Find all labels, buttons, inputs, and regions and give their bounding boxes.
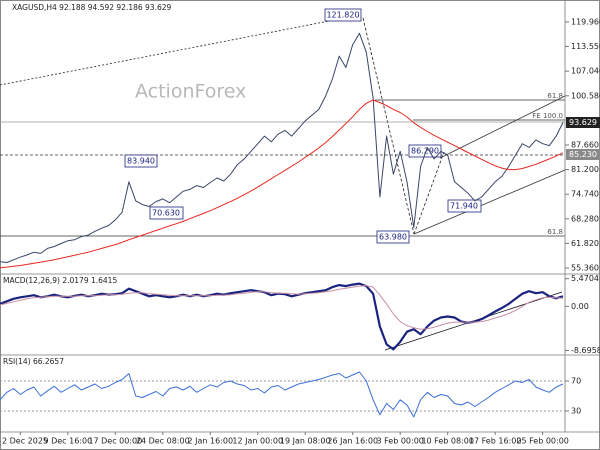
- y-tick-label: 68.280: [571, 214, 599, 223]
- label-box: [124, 154, 158, 168]
- series-line: [0, 371, 564, 418]
- x-tick-label: 2 Dec 2025: [2, 437, 48, 446]
- x-tick-label: 25 Feb 00:00: [516, 437, 568, 446]
- x-tick-label: 9 Dec 16:00: [43, 437, 92, 446]
- fib-label: 61.8: [547, 92, 563, 100]
- x-tick-label: 12 Jan 00:00: [232, 437, 283, 446]
- watermark: ActionForex: [135, 81, 246, 103]
- price-label: 71.940: [450, 202, 478, 211]
- x-tick-label: 17 Feb 16:00: [469, 437, 521, 446]
- y-tick-label: 119.960: [571, 18, 600, 27]
- macd-title: MACD(12,26,9) 2.0179 1.6415: [3, 276, 117, 285]
- series-line: [0, 99, 564, 269]
- level-box: [566, 149, 600, 160]
- y-tick-label: 70: [571, 377, 581, 386]
- fib-label: 61.8: [547, 228, 563, 236]
- y-tick-label: 74.740: [571, 190, 599, 199]
- y-tick-label: 0.00: [571, 302, 589, 311]
- fib-label: FE 100.0: [532, 112, 563, 120]
- x-tick-label: 24 Dec 08:00: [136, 437, 190, 446]
- series-line: [0, 32, 564, 263]
- series-line: [0, 285, 564, 330]
- x-tick-label: 10 Feb 08:00: [421, 437, 473, 446]
- panel-borders: [0, 0, 600, 433]
- x-tick-label: 26 Jan 16:00: [327, 437, 378, 446]
- current-price-box: [566, 117, 600, 128]
- price-label: 83.940: [127, 157, 155, 166]
- current-price: 93.629: [569, 118, 597, 127]
- y-tick-label: 81.200: [571, 165, 599, 174]
- symbol-header: XAGUSD,H4 92.188 94.592 92.186 93.629: [12, 3, 172, 12]
- y-tick-label: 100.580: [571, 91, 600, 100]
- y-tick-label: 5.4704: [571, 274, 599, 283]
- drawing-objects: [0, 14, 566, 351]
- label-box: [447, 199, 482, 213]
- x-tick-label: 19 Jan 08:00: [280, 437, 331, 446]
- y-tick-label: 107.040: [571, 67, 600, 76]
- x-tick-label: 3 Feb 00:00: [377, 437, 424, 446]
- price-label: 63.980: [379, 233, 407, 242]
- y-tick-label: 87.660: [571, 140, 599, 149]
- level-price: 85.230: [569, 150, 597, 159]
- y-tick-label: 113.550: [571, 42, 600, 51]
- y-tick-label: 55.360: [571, 263, 599, 272]
- price-label: 121.820: [326, 11, 359, 20]
- price-label: 86.290: [411, 147, 439, 156]
- label-box: [324, 8, 362, 22]
- rsi-title: RSI(14) 66.2657: [3, 357, 64, 366]
- y-tick-label: 61.820: [571, 239, 599, 248]
- y-tick-label: 30: [571, 407, 581, 416]
- y-tick-label: -8.6958: [571, 346, 600, 355]
- price-label: 70.630: [152, 209, 180, 218]
- x-tick-label: 2 Jan 16:00: [187, 437, 233, 446]
- x-tick-label: 17 Dec 00:00: [88, 437, 142, 446]
- label-box: [149, 206, 184, 220]
- label-box: [376, 230, 410, 244]
